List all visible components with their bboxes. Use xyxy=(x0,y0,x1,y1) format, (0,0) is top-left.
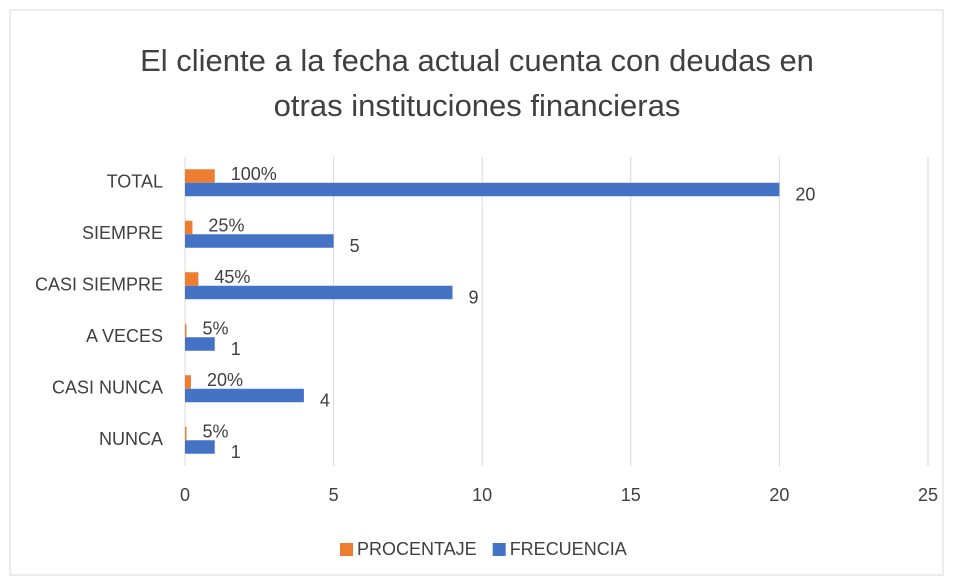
bar xyxy=(185,234,334,248)
data-label: 1 xyxy=(231,339,241,359)
x-tick-label: 15 xyxy=(621,485,641,505)
chart-title: El cliente a la fecha actual cuenta con … xyxy=(140,43,814,123)
y-tick-label: A VECES xyxy=(86,326,163,346)
y-tick-label: TOTAL xyxy=(107,172,163,192)
x-tick-label: 25 xyxy=(918,485,938,505)
data-label: 100% xyxy=(231,164,277,184)
bar xyxy=(185,182,780,197)
x-tick-label: 10 xyxy=(472,485,492,505)
y-tick-label: CASI NUNCA xyxy=(52,378,163,398)
data-label: 25% xyxy=(208,215,244,235)
bar xyxy=(185,285,453,300)
legend-swatch xyxy=(340,543,353,556)
x-tick-label: 5 xyxy=(329,485,339,505)
data-label: 5% xyxy=(202,318,228,338)
bar xyxy=(185,220,193,235)
data-label: 5% xyxy=(202,421,228,441)
legend-swatch xyxy=(492,543,506,556)
data-label: 20% xyxy=(207,370,243,390)
y-tick-label: SIEMPRE xyxy=(82,223,163,243)
x-tick-label: 0 xyxy=(180,485,190,505)
bar xyxy=(185,440,215,454)
legend-label: PROCENTAJE xyxy=(357,539,477,559)
legend-label: FRECUENCIA xyxy=(510,539,627,559)
data-label: 20 xyxy=(795,184,815,204)
data-label: 1 xyxy=(231,442,241,462)
data-label: 45% xyxy=(214,267,250,287)
bar xyxy=(185,323,187,338)
data-label: 5 xyxy=(350,236,360,256)
data-label: 9 xyxy=(468,287,478,307)
bar xyxy=(185,169,215,183)
y-tick-label: CASI SIEMPRE xyxy=(35,275,163,295)
bar xyxy=(185,388,304,403)
bar xyxy=(185,375,191,389)
x-tick-label: 20 xyxy=(769,485,789,505)
bar xyxy=(185,272,199,286)
bar xyxy=(185,426,187,441)
y-tick-label: NUNCA xyxy=(99,429,163,449)
bar xyxy=(185,337,215,351)
data-label: 4 xyxy=(320,390,330,410)
chart-border xyxy=(9,9,944,576)
